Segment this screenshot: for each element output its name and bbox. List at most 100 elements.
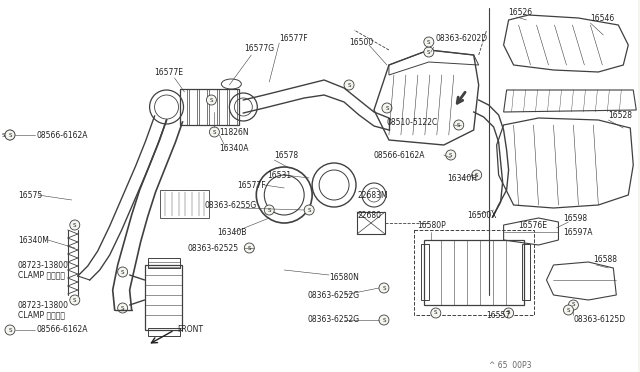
Text: ^ 65  00P3: ^ 65 00P3 — [489, 360, 531, 369]
Text: 11826N: 11826N — [220, 128, 249, 137]
Text: 16340A: 16340A — [220, 144, 249, 153]
Bar — [220, 89, 227, 125]
Text: S: S — [449, 153, 452, 157]
Circle shape — [424, 47, 434, 57]
Circle shape — [563, 305, 573, 315]
Text: 16500X: 16500X — [467, 211, 496, 219]
Bar — [145, 265, 182, 330]
Circle shape — [382, 103, 392, 113]
Text: 08363-6202D: 08363-6202D — [436, 33, 488, 42]
Text: 22683M: 22683M — [357, 190, 388, 199]
Text: 08566-6162A: 08566-6162A — [37, 326, 88, 334]
Circle shape — [118, 303, 127, 313]
Text: S: S — [382, 285, 386, 291]
Text: S: S — [121, 305, 124, 311]
Text: S: S — [507, 311, 510, 315]
Text: 16340M: 16340M — [18, 235, 49, 244]
Text: S: S — [427, 39, 431, 45]
Circle shape — [209, 127, 220, 137]
Text: S: S — [248, 246, 251, 250]
Bar — [148, 262, 179, 267]
Circle shape — [70, 295, 80, 305]
Bar — [179, 89, 239, 125]
Text: S: S — [8, 132, 12, 138]
Circle shape — [118, 267, 127, 277]
Text: 16531: 16531 — [268, 170, 291, 180]
Circle shape — [446, 150, 456, 160]
Text: S: S — [566, 308, 570, 312]
Circle shape — [5, 325, 15, 335]
Text: S: S — [427, 49, 431, 55]
Circle shape — [424, 37, 434, 47]
Bar — [414, 230, 534, 315]
Text: 16500: 16500 — [349, 38, 373, 46]
Text: 22680: 22680 — [357, 211, 381, 219]
Circle shape — [379, 315, 389, 325]
Text: 16598: 16598 — [563, 214, 588, 222]
Text: 08723-13800: 08723-13800 — [18, 301, 69, 310]
Text: 16577E: 16577E — [155, 67, 184, 77]
Circle shape — [244, 243, 254, 253]
Text: S: S — [268, 208, 271, 212]
Text: S: S — [73, 222, 77, 228]
Text: 16577G: 16577G — [244, 44, 275, 52]
Circle shape — [454, 120, 464, 130]
Circle shape — [344, 80, 354, 90]
Text: 16580N: 16580N — [329, 273, 359, 282]
Text: S: S — [385, 106, 388, 110]
Text: 16557: 16557 — [486, 311, 511, 320]
Bar — [189, 89, 198, 125]
Bar — [179, 89, 188, 125]
Circle shape — [70, 220, 80, 230]
Circle shape — [304, 205, 314, 215]
Text: S: S — [2, 132, 6, 138]
Text: 16340B: 16340B — [218, 228, 247, 237]
Text: S: S — [73, 298, 77, 302]
Text: 08566-6162A: 08566-6162A — [374, 151, 426, 160]
Text: S: S — [434, 311, 438, 315]
Circle shape — [504, 308, 513, 318]
Text: 16588: 16588 — [593, 256, 618, 264]
Text: 08566-6162A: 08566-6162A — [37, 131, 88, 140]
Circle shape — [207, 95, 216, 105]
Text: S: S — [8, 327, 12, 333]
Circle shape — [5, 130, 15, 140]
Text: 16577F: 16577F — [237, 180, 266, 189]
Text: 16528: 16528 — [609, 110, 632, 119]
Bar — [159, 190, 209, 218]
Text: 08723-13800: 08723-13800 — [18, 260, 69, 269]
Text: 08510-5122C: 08510-5122C — [387, 118, 438, 126]
Bar — [200, 89, 207, 125]
Text: 08363-62525: 08363-62525 — [188, 244, 239, 253]
Text: FRONT: FRONT — [177, 326, 204, 334]
Text: S: S — [348, 83, 351, 87]
Text: S: S — [382, 317, 386, 323]
Text: 16597A: 16597A — [563, 228, 593, 237]
Text: 16578: 16578 — [275, 151, 298, 160]
Circle shape — [5, 130, 15, 140]
Text: 08363-6252G: 08363-6252G — [307, 315, 359, 324]
Bar — [229, 89, 237, 125]
Circle shape — [379, 283, 389, 293]
Bar — [357, 212, 385, 234]
Text: S: S — [457, 122, 461, 128]
Circle shape — [431, 308, 441, 318]
Text: 16580P: 16580P — [417, 221, 445, 230]
Circle shape — [568, 300, 579, 310]
Text: S: S — [212, 129, 216, 135]
Text: 08363-6252G: 08363-6252G — [307, 291, 359, 299]
Text: 16576E: 16576E — [518, 221, 548, 230]
Bar — [424, 240, 524, 305]
Text: CLAMP クランプ: CLAMP クランプ — [18, 311, 65, 320]
Bar — [421, 244, 429, 300]
Text: S: S — [121, 269, 124, 275]
Text: 16577F: 16577F — [279, 33, 308, 42]
Text: 16526: 16526 — [509, 7, 532, 16]
Text: 16575: 16575 — [18, 190, 42, 199]
Text: CLAMP クランプ: CLAMP クランプ — [18, 270, 65, 279]
Circle shape — [264, 205, 275, 215]
Bar — [148, 258, 179, 268]
Text: S: S — [210, 97, 213, 103]
Text: S: S — [572, 302, 575, 308]
Text: 08363-6125D: 08363-6125D — [573, 315, 625, 324]
